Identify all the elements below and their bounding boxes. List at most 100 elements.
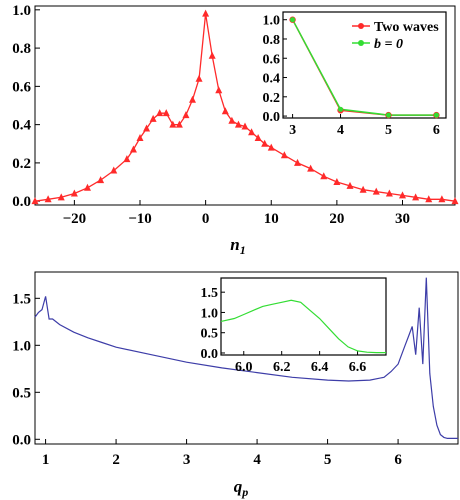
bottom-series [34,277,458,439]
top-inset-series [289,16,440,119]
top-series-point [202,9,210,17]
bottom-x-axis-label-sub: p [241,485,248,499]
top-series-point [129,145,137,153]
bottom-inset-y-tick-label: 1.5 [201,286,219,301]
bottom-main-x-tick-label: 6 [394,452,402,468]
top-series-point [267,143,275,151]
legend-label-b0-text: b = 0 [374,37,403,52]
top-inset-x-tick-label: 3 [289,123,296,138]
top-series-point [175,120,183,128]
bottom-main-x-tick-label: 3 [183,452,191,468]
top-inset-y-tick-label: 0.6 [263,52,281,67]
top-series-point [412,193,420,201]
top-series-point [261,139,269,147]
bottom-plot-frame [34,271,459,445]
top-inset-y-tick-label: 1.0 [263,14,281,29]
top-x-axis-label: n1 [230,235,245,257]
bottom-main-y-tick-label: 0.0 [12,432,31,448]
top-plot-frame [34,5,456,206]
bottom-main-y-tick-label: 0.5 [12,385,31,401]
top-series-point [156,109,164,117]
top-x-ticks: −20 −10 0 10 20 30 [63,200,410,227]
bottom-inset-frame [220,277,387,356]
bottom-inset-x-ticks: 6.0 6.2 6.4 6.6 [235,351,366,375]
bottom-main-x-tick-label: 1 [42,452,50,468]
top-series [31,9,459,205]
top-inset-y-tick-label: 0.4 [263,72,281,87]
top-main-y-tick-label: 0.6 [12,79,31,95]
top-series-point [123,155,131,163]
legend-marker-b0 [358,40,364,46]
top-main-y-tick-label: 1.0 [12,3,31,19]
top-x-axis-label-main: n [230,235,239,254]
top-series-point [221,107,229,115]
top-inset-frame [282,11,447,119]
top-main-y-tick-label: 0.4 [12,118,31,134]
top-series-point [294,158,301,166]
top-series-point [44,195,52,203]
top-series-point [149,114,157,122]
top-inset-panel: 3 4 5 6 0.0 0.2 0.4 0.6 0.8 1.0 Two waves b = 0 [263,11,447,138]
top-inset-x-tick-label: 6 [433,123,440,138]
bottom-y-ticks: 0.0 0.5 1.0 1.5 [12,291,40,448]
bottom-chart-panel: 1 2 3 4 5 6 0.0 0.5 1.0 1.5 qp [12,271,459,499]
top-series-point [234,120,242,128]
top-series-point [110,166,118,174]
b0-point [385,112,392,118]
bottom-main-y-tick-label: 1.5 [12,291,31,307]
bottom-series-line [34,277,458,439]
top-series-point [254,134,262,142]
top-series-point [425,195,433,203]
bottom-x-axis-label: qp [234,477,249,499]
bottom-inset-series [220,299,386,354]
top-series-point [346,181,354,189]
top-inset-y-tick-label: 0.8 [263,33,281,48]
top-series-point [84,183,91,191]
top-inset-y-tick-label: 0.0 [263,110,281,125]
bottom-inset-y-ticks: 0.0 0.5 1.0 1.5 [201,286,225,362]
b0-point [433,112,440,118]
top-series-point [248,128,256,136]
bottom-inset-y-tick-label: 0.5 [201,327,219,342]
top-series-point [70,189,78,197]
bottom-x-axis-label-main: q [234,477,243,496]
b0-point [337,106,344,112]
top-main-x-tick-label: 10 [264,211,279,227]
bottom-main-x-tick-label: 4 [253,452,261,468]
top-series-point [169,120,177,128]
bottom-main-y-tick-label: 1.0 [12,338,31,354]
top-series-point [228,116,236,124]
b0-point [289,17,296,23]
top-inset-x-tick-label: 4 [337,123,344,138]
top-main-y-tick-label: 0.0 [12,194,31,210]
top-series-point [372,187,380,195]
top-inset-y-tick-label: 0.2 [263,91,281,106]
top-series-point [57,193,65,201]
top-series-point [333,178,341,186]
top-main-x-tick-label: 30 [395,211,410,227]
top-series-point [320,172,328,180]
top-series-point [399,191,406,199]
bottom-inset-x-tick-label: 6.6 [349,360,367,375]
top-series-point [189,95,196,103]
top-main-y-tick-label: 0.8 [12,41,31,57]
top-x-axis-label-sub: 1 [240,243,246,257]
top-inset-x-ticks: 3 4 5 6 [289,114,440,138]
bottom-inset-y-tick-label: 1.0 [201,306,219,321]
top-series-point [451,197,459,205]
top-series-point [438,195,446,203]
bottom-inset-panel: 6.0 6.2 6.4 6.6 0.0 0.5 1.0 1.5 [201,277,387,375]
top-series-point [31,197,39,205]
top-main-y-tick-label: 0.2 [12,156,31,172]
top-series-point [182,111,190,119]
top-series-point [162,109,170,117]
bottom-main-x-tick-label: 2 [112,452,120,468]
top-series-point [97,176,105,184]
b0-line [291,19,437,116]
top-main-x-tick-label: 20 [329,211,344,227]
top-series-point [280,151,288,159]
bottom-inset-x-tick-label: 6.0 [235,360,253,375]
bottom-inset-y-tick-label: 0.0 [201,347,219,362]
top-main-x-tick-label: 0 [202,211,210,227]
bottom-inset-series-line [220,299,386,354]
